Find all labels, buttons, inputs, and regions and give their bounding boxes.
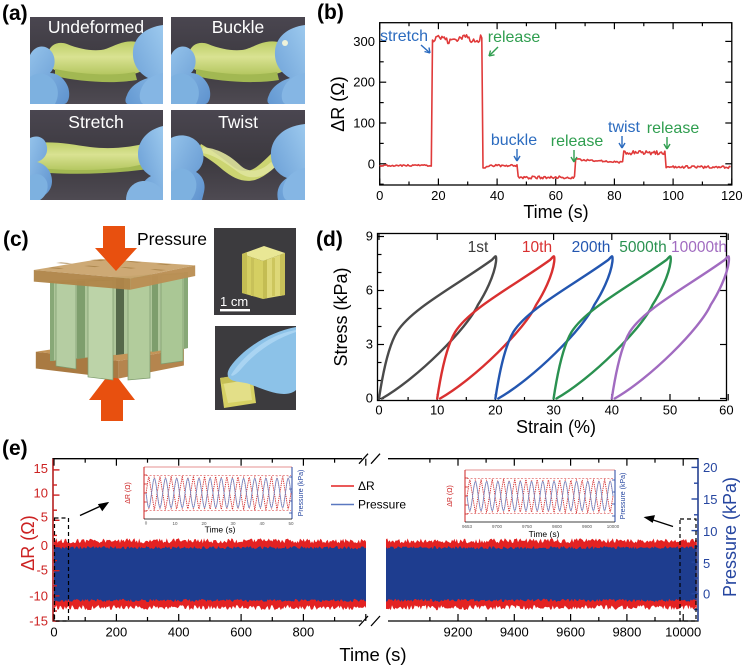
svg-text:600: 600 [230,625,252,640]
svg-text:0: 0 [366,391,373,406]
svg-text:10: 10 [430,403,444,418]
svg-text:9400: 9400 [500,625,529,640]
svg-text:ΔR (Ω): ΔR (Ω) [447,485,454,507]
svg-text:Undeformed: Undeformed [48,17,144,37]
svg-text:9700: 9700 [492,524,503,529]
svg-text:Time (s): Time (s) [339,644,406,665]
svg-text:Time (s): Time (s) [523,202,588,222]
svg-text:Pressure: Pressure [137,229,207,249]
svg-text:1st: 1st [468,239,489,256]
svg-text:Pressure: Pressure [358,498,406,512]
svg-text:-5: -5 [36,563,48,578]
svg-text:(e): (e) [2,437,28,460]
svg-text:80: 80 [607,188,621,203]
svg-text:9600: 9600 [556,625,585,640]
svg-text:1 cm: 1 cm [220,294,248,309]
svg-text:(d): (d) [316,228,343,251]
svg-text:60: 60 [719,403,733,418]
svg-text:100: 100 [353,116,375,131]
svg-text:9900: 9900 [582,524,593,529]
svg-text:15: 15 [703,492,717,507]
svg-text:0: 0 [703,586,710,601]
svg-text:-10: -10 [29,589,48,604]
svg-text:stretch: stretch [380,28,428,45]
svg-text:Twist: Twist [218,112,258,132]
svg-text:3: 3 [366,337,373,352]
svg-text:20: 20 [488,403,502,418]
svg-text:Stress (kPa): Stress (kPa) [331,267,351,366]
svg-text:20: 20 [431,188,445,203]
svg-text:Pressure (kPa): Pressure (kPa) [298,470,305,517]
svg-text:Stretch: Stretch [68,112,123,132]
svg-text:0: 0 [376,188,383,203]
svg-text:ΔR (Ω): ΔR (Ω) [18,515,38,570]
svg-text:0: 0 [375,403,382,418]
svg-text:40: 40 [605,403,619,418]
svg-text:40: 40 [490,188,504,203]
svg-text:0: 0 [145,521,148,526]
svg-text:50: 50 [663,403,677,418]
svg-text:10000: 10000 [665,625,701,640]
svg-text:800: 800 [293,625,315,640]
svg-text:15: 15 [34,461,48,476]
svg-text:(a): (a) [2,2,28,25]
svg-text:buckle: buckle [491,132,537,149]
svg-text:9200: 9200 [444,625,473,640]
svg-text:30: 30 [230,521,236,526]
svg-text:20: 20 [201,521,207,526]
svg-text:twist: twist [608,119,641,136]
svg-text:ΔR (Ω): ΔR (Ω) [125,482,132,504]
svg-text:Pressure (kPa): Pressure (kPa) [620,473,627,520]
svg-text:9750: 9750 [522,524,533,529]
svg-text:9800: 9800 [612,625,641,640]
svg-text:Time (s): Time (s) [529,529,560,539]
svg-text:ΔR (Ω): ΔR (Ω) [328,76,348,131]
svg-text:300: 300 [353,34,375,49]
svg-text:(c): (c) [3,228,29,251]
svg-text:10: 10 [34,485,48,500]
svg-text:200: 200 [353,75,375,90]
svg-text:Strain (%): Strain (%) [516,417,596,437]
svg-text:Buckle: Buckle [212,17,265,37]
svg-text:5: 5 [41,510,48,525]
svg-text:(b): (b) [317,1,344,24]
svg-text:200: 200 [106,625,128,640]
svg-text:0: 0 [50,625,57,640]
svg-text:200th: 200th [572,239,611,256]
svg-text:10000: 10000 [607,524,620,529]
svg-text:50: 50 [288,521,294,526]
svg-text:Pressure (kPa): Pressure (kPa) [720,477,740,597]
svg-text:9653: 9653 [462,524,473,529]
svg-text:30: 30 [546,403,560,418]
svg-text:Time (s): Time (s) [205,525,236,535]
svg-text:0: 0 [368,156,375,171]
svg-text:10th: 10th [522,239,552,256]
svg-text:6: 6 [366,283,373,298]
svg-text:120: 120 [721,188,743,203]
svg-text:400: 400 [168,625,190,640]
svg-text:10000th: 10000th [671,239,727,256]
svg-text:10: 10 [172,521,178,526]
svg-text:9800: 9800 [552,524,563,529]
svg-text:40: 40 [259,521,265,526]
svg-text:9: 9 [366,229,373,244]
svg-text:0: 0 [41,538,48,553]
svg-text:5000th: 5000th [619,239,666,256]
svg-text:10: 10 [703,524,717,539]
svg-text:60: 60 [549,188,563,203]
svg-text:release: release [551,133,604,150]
svg-text:-15: -15 [29,613,48,628]
svg-text:5: 5 [703,556,710,571]
svg-text:release: release [488,29,541,46]
svg-text:100: 100 [662,188,684,203]
svg-text:release: release [647,120,700,137]
svg-text:20: 20 [703,460,717,475]
svg-text:ΔR: ΔR [358,479,375,493]
